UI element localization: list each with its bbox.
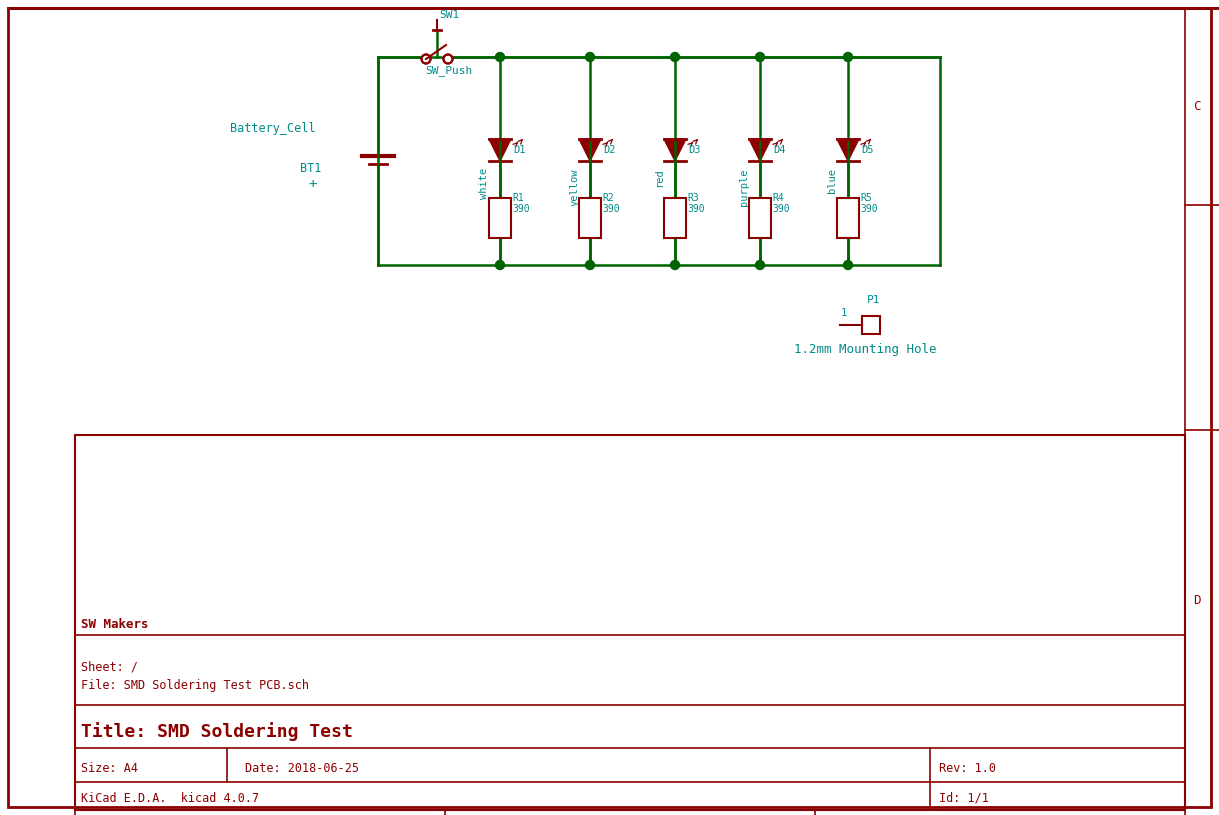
Text: D: D xyxy=(1193,593,1201,606)
Text: Sheet: /: Sheet: / xyxy=(80,660,138,673)
Bar xyxy=(76,435,1185,810)
Circle shape xyxy=(844,261,852,270)
Text: D5: D5 xyxy=(861,145,874,155)
Bar xyxy=(664,198,686,238)
Text: blue: blue xyxy=(826,168,837,193)
Text: D3: D3 xyxy=(688,145,701,155)
Text: D4: D4 xyxy=(773,145,785,155)
Text: 390: 390 xyxy=(512,204,529,214)
Text: +: + xyxy=(308,177,317,191)
Text: File: SMD Soldering Test PCB.sch: File: SMD Soldering Test PCB.sch xyxy=(80,679,308,691)
Text: Id: 1/1: Id: 1/1 xyxy=(939,791,989,804)
Text: P1: P1 xyxy=(867,295,880,305)
Bar xyxy=(579,198,601,238)
Text: purple: purple xyxy=(739,168,748,205)
Circle shape xyxy=(444,55,452,64)
Text: 1: 1 xyxy=(841,308,847,318)
Text: R3: R3 xyxy=(688,193,698,203)
Bar xyxy=(76,810,1185,815)
Text: Battery_Cell: Battery_Cell xyxy=(230,122,316,135)
Text: SW Makers: SW Makers xyxy=(80,619,149,632)
Text: 390: 390 xyxy=(859,204,878,214)
Text: SW1: SW1 xyxy=(439,10,460,20)
Text: white: white xyxy=(479,168,489,199)
Circle shape xyxy=(422,55,430,64)
Text: R4: R4 xyxy=(772,193,784,203)
Circle shape xyxy=(495,52,505,61)
Polygon shape xyxy=(748,139,770,161)
Text: C: C xyxy=(1193,99,1201,112)
Circle shape xyxy=(756,52,764,61)
Text: KiCad E.D.A.  kicad 4.0.7: KiCad E.D.A. kicad 4.0.7 xyxy=(80,791,260,804)
Text: Title: SMD Soldering Test: Title: SMD Soldering Test xyxy=(80,723,352,742)
Circle shape xyxy=(585,261,595,270)
Bar xyxy=(748,198,770,238)
Text: 390: 390 xyxy=(772,204,790,214)
Text: 1.2mm Mounting Hole: 1.2mm Mounting Hole xyxy=(794,343,936,356)
Text: R1: R1 xyxy=(512,193,524,203)
Circle shape xyxy=(585,52,595,61)
Circle shape xyxy=(495,261,505,270)
Circle shape xyxy=(844,52,852,61)
Polygon shape xyxy=(664,139,686,161)
Text: Date: 2018-06-25: Date: 2018-06-25 xyxy=(245,761,360,774)
Circle shape xyxy=(670,52,679,61)
Text: 390: 390 xyxy=(602,204,619,214)
Text: red: red xyxy=(655,168,664,187)
Text: SW_Push: SW_Push xyxy=(425,65,472,76)
Bar xyxy=(489,198,511,238)
Text: Size: A4: Size: A4 xyxy=(80,761,138,774)
Polygon shape xyxy=(837,139,859,161)
Text: BT1: BT1 xyxy=(300,162,322,175)
Circle shape xyxy=(670,261,679,270)
Text: D2: D2 xyxy=(603,145,616,155)
Circle shape xyxy=(756,261,764,270)
Bar xyxy=(862,316,880,334)
Text: yellow: yellow xyxy=(569,168,579,205)
Polygon shape xyxy=(489,139,511,161)
Text: 390: 390 xyxy=(688,204,705,214)
Bar xyxy=(837,198,859,238)
Text: R5: R5 xyxy=(859,193,872,203)
Text: D1: D1 xyxy=(513,145,525,155)
Text: Rev: 1.0: Rev: 1.0 xyxy=(939,761,996,774)
Text: R2: R2 xyxy=(602,193,613,203)
Polygon shape xyxy=(579,139,601,161)
